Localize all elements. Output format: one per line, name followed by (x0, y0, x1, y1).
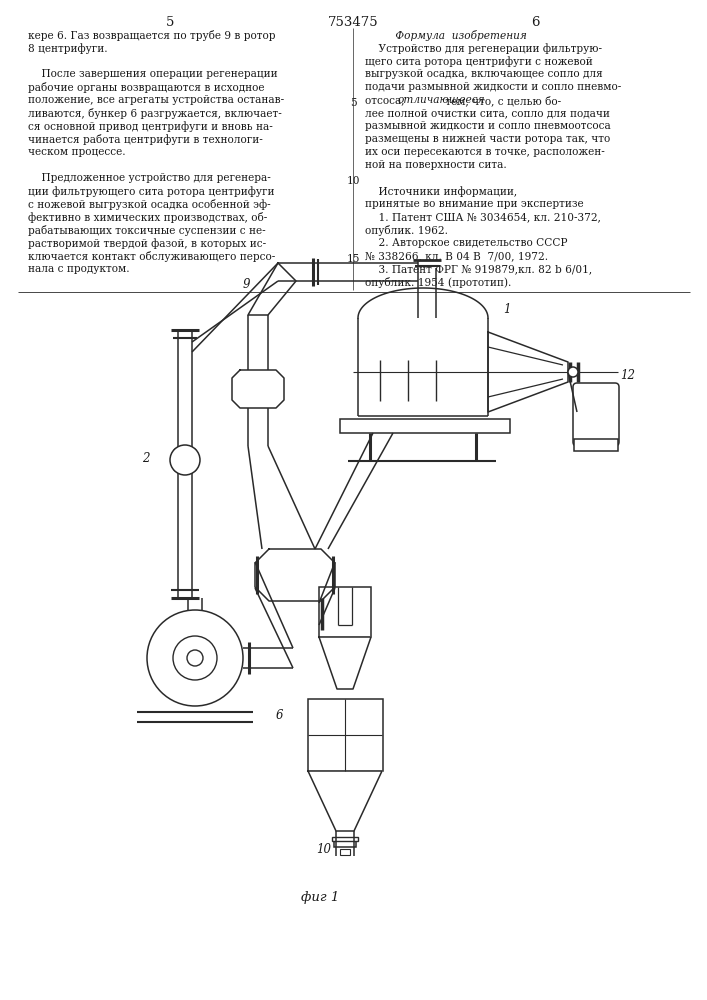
Text: тем, что, с целью бо-: тем, что, с целью бо- (442, 95, 561, 106)
Text: положение, все агрегаты устройства останав-: положение, все агрегаты устройства остан… (28, 95, 284, 105)
Text: 10: 10 (346, 176, 360, 186)
Text: ческом процессе.: ческом процессе. (28, 147, 126, 157)
Text: их оси пересекаются в точке, расположен-: их оси пересекаются в точке, расположен- (365, 147, 604, 157)
Text: 753475: 753475 (327, 16, 378, 29)
Text: Предложенное устройство для регенера-: Предложенное устройство для регенера- (28, 173, 271, 183)
Text: рабатывающих токсичные суспензии с не-: рабатывающих токсичные суспензии с не- (28, 225, 266, 236)
Text: ся основной привод центрифуги и вновь на-: ся основной привод центрифуги и вновь на… (28, 121, 273, 132)
Text: 9: 9 (243, 278, 250, 291)
Text: размывной жидкости и сопло пневмоотсоса: размывной жидкости и сопло пневмоотсоса (365, 121, 611, 131)
Text: лее полной очистки сита, сопло для подачи: лее полной очистки сита, сопло для подач… (365, 108, 610, 118)
Text: кере 6. Газ возвращается по трубе 9 в ротор: кере 6. Газ возвращается по трубе 9 в ро… (28, 30, 276, 41)
Text: 2: 2 (143, 452, 150, 465)
Text: 5: 5 (340, 595, 348, 608)
Text: размещены в нижней части ротора так, что: размещены в нижней части ротора так, что (365, 134, 610, 144)
Polygon shape (232, 370, 284, 408)
Text: 6: 6 (276, 709, 283, 722)
Text: Устройство для регенерации фильтрую-: Устройство для регенерации фильтрую- (365, 43, 602, 54)
Text: № 338266, кл. В 04 В  7/00, 1972.: № 338266, кл. В 04 В 7/00, 1972. (365, 251, 548, 261)
Text: Формула  изобретения: Формула изобретения (365, 30, 527, 41)
Text: ции фильтрующего сита ротора центрифуги: ции фильтрующего сита ротора центрифуги (28, 186, 274, 197)
Text: нала с продуктом.: нала с продуктом. (28, 264, 129, 274)
Circle shape (187, 650, 203, 666)
Bar (574, 439, 618, 451)
Circle shape (568, 367, 578, 377)
Text: опублик. 1962.: опублик. 1962. (365, 225, 448, 236)
Text: ливаются, бункер 6 разгружается, включает-: ливаются, бункер 6 разгружается, включае… (28, 108, 282, 119)
Text: ной на поверхности сита.: ной на поверхности сита. (365, 160, 507, 170)
Text: 5: 5 (350, 98, 356, 108)
Text: 10: 10 (316, 843, 331, 856)
Polygon shape (319, 637, 371, 689)
Circle shape (147, 610, 243, 706)
Text: 12: 12 (620, 369, 635, 382)
Text: растворимой твердой фазой, в которых ис-: растворимой твердой фазой, в которых ис- (28, 238, 266, 249)
Text: 5: 5 (166, 16, 174, 29)
Bar (319, 587, 371, 637)
Text: 7: 7 (215, 668, 223, 681)
Text: отсоса,: отсоса, (365, 95, 408, 105)
Bar (334, 839, 356, 847)
Text: 2. Авторское свидетельство СССР: 2. Авторское свидетельство СССР (365, 238, 568, 248)
Text: подачи размывной жидкости и сопло пневмо-: подачи размывной жидкости и сопло пневмо… (365, 82, 621, 92)
Polygon shape (358, 288, 488, 318)
Text: 15: 15 (346, 254, 360, 264)
Text: фиг 1: фиг 1 (301, 891, 339, 904)
Circle shape (173, 636, 217, 680)
Bar (332, 837, 358, 841)
Text: 8 центрифуги.: 8 центрифуги. (28, 43, 107, 54)
Circle shape (170, 445, 200, 475)
Text: После завершения операции регенерации: После завершения операции регенерации (28, 69, 278, 79)
Text: 6: 6 (531, 16, 539, 29)
Bar (308, 699, 383, 771)
Polygon shape (308, 771, 382, 831)
Bar (340, 849, 350, 855)
Text: Источники информации,: Источники информации, (365, 186, 517, 197)
Bar (340, 419, 510, 433)
Text: выгрузкой осадка, включающее сопло для: выгрузкой осадка, включающее сопло для (365, 69, 603, 79)
Text: рабочие органы возвращаются в исходное: рабочие органы возвращаются в исходное (28, 82, 264, 93)
Bar (358, 318, 488, 416)
Text: чинается работа центрифуги в технологи-: чинается работа центрифуги в технологи- (28, 134, 263, 145)
Text: фективно в химических производствах, об-: фективно в химических производствах, об- (28, 212, 267, 223)
Text: 1. Патент США № 3034654, кл. 210-372,: 1. Патент США № 3034654, кл. 210-372, (365, 212, 601, 222)
Text: опублик. 1954 (прототип).: опублик. 1954 (прототип). (365, 277, 511, 288)
Polygon shape (248, 263, 296, 315)
Text: принятые во внимание при экспертизе: принятые во внимание при экспертизе (365, 199, 583, 209)
Text: отличающееся: отличающееся (397, 95, 485, 105)
Text: ключается контакт обслуживающего персо-: ключается контакт обслуживающего персо- (28, 251, 275, 262)
Text: 3. Патент ФРГ № 919879,кл. 82 b 6/01,: 3. Патент ФРГ № 919879,кл. 82 b 6/01, (365, 264, 592, 274)
Text: щего сита ротора центрифуги с ножевой: щего сита ротора центрифуги с ножевой (365, 56, 592, 67)
Polygon shape (488, 332, 568, 412)
Text: с ножевой выгрузкой осадка особенной эф-: с ножевой выгрузкой осадка особенной эф- (28, 199, 271, 210)
Text: 1: 1 (503, 303, 510, 316)
FancyBboxPatch shape (573, 383, 619, 446)
Polygon shape (255, 549, 335, 601)
